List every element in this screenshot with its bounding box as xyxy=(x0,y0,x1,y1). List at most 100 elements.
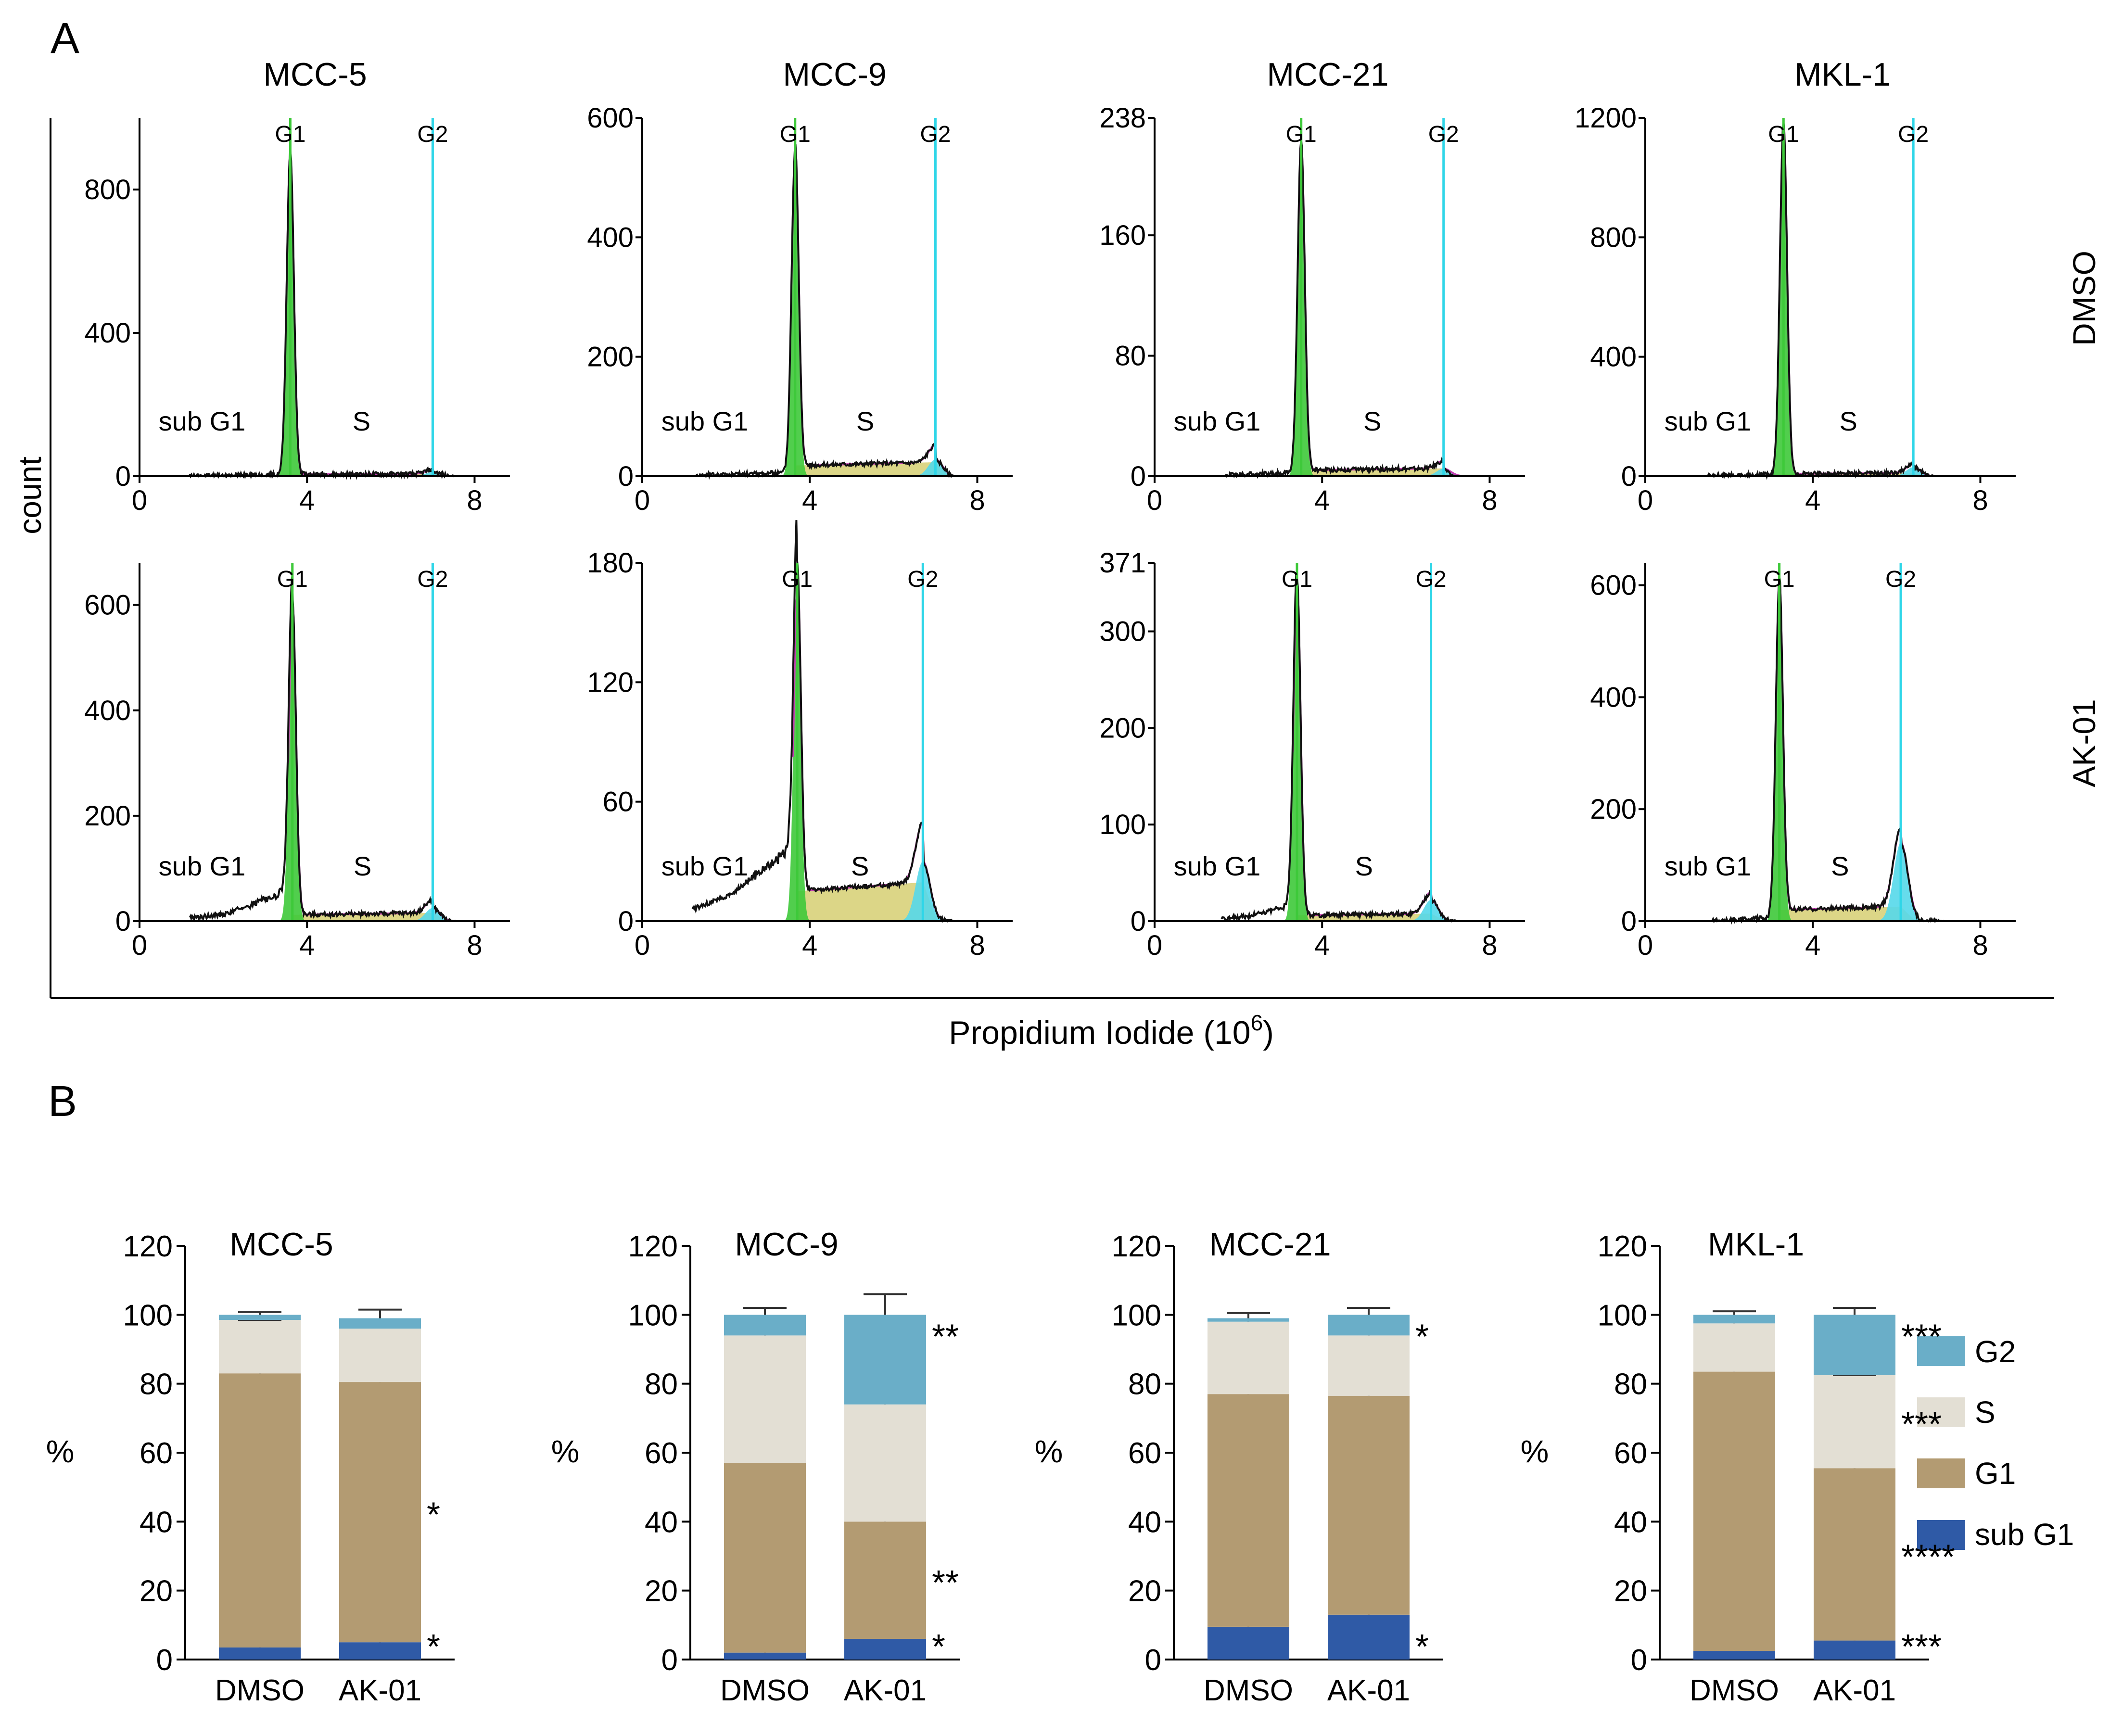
x-tick-label-mcc-21-ak-01-1: 4 xyxy=(1314,930,1330,961)
bar-segment-mcc-21-dmso-sub-g1 xyxy=(1208,1626,1289,1660)
s-region-label-mcc-21-ak-01: S xyxy=(1355,851,1373,881)
y-tick-label-mkl-1-dmso-1: 400 xyxy=(1590,342,1637,373)
s-region-label-mcc-5-dmso: S xyxy=(353,406,370,436)
significance-mcc-5-g1: * xyxy=(427,1496,440,1534)
bar-chart-title-mcc-21: MCC-21 xyxy=(1209,1226,1331,1263)
category-label-mcc-21-dmso: DMSO xyxy=(1204,1674,1293,1707)
g1-peak-label-mcc-9-dmso: G1 xyxy=(780,122,811,147)
g2-peak-label-mcc-5-dmso: G2 xyxy=(417,122,448,147)
x-tick-label-mcc-9-dmso-1: 4 xyxy=(802,485,817,516)
y-tick-label-mcc-21-dmso-0: 0 xyxy=(1131,461,1146,492)
legend-label-g1: G1 xyxy=(1975,1456,2016,1491)
bar-segment-mcc-21-dmso-s xyxy=(1208,1321,1289,1394)
y-tick-label-b-mkl-1-2: 40 xyxy=(1614,1506,1647,1539)
histogram-mcc-5-ak-01: G1 G2 sub G1 S 0 200 400 600 0 4 8 xyxy=(84,563,510,961)
y-tick-label-b-mcc-21-0: 0 xyxy=(1145,1644,1161,1677)
x-tick-label-mcc-21-dmso-1: 4 xyxy=(1314,485,1330,516)
x-tick-label-mcc-5-dmso-2: 8 xyxy=(467,485,482,516)
bar-segment-mcc-5-ak-01-s xyxy=(339,1329,421,1382)
histogram-mcc-21-ak-01: G1 G2 sub G1 S 0 100 200 300 371 0 4 8 xyxy=(1099,547,1525,961)
x-tick-label-mcc-21-ak-01-0: 0 xyxy=(1147,930,1162,961)
y-tick-label-mcc-5-dmso-0: 0 xyxy=(115,461,131,492)
histogram-mkl-1-dmso: G1 G2 sub G1 S 0 400 800 1200 0 4 8 xyxy=(1575,102,2016,516)
y-tick-label-b-mcc-5-2: 40 xyxy=(140,1506,173,1539)
y-tick-label-mcc-9-dmso-2: 400 xyxy=(587,222,634,253)
y-tick-label-mcc-5-ak-01-2: 400 xyxy=(84,695,131,726)
y-tick-label-b-mkl-1-1: 20 xyxy=(1614,1575,1647,1608)
propidium-iodide-label: Propidium Iodide (106) xyxy=(949,1010,1274,1051)
x-tick-label-mcc-5-ak-01-0: 0 xyxy=(132,930,147,961)
legend-swatch-g2 xyxy=(1917,1336,1965,1366)
y-tick-label-b-mkl-1-6: 120 xyxy=(1598,1230,1647,1263)
y-tick-label-mkl-1-ak-01-1: 200 xyxy=(1590,794,1637,825)
x-tick-label-mcc-9-ak-01-1: 4 xyxy=(802,930,817,961)
s-region-label-mcc-5-ak-01: S xyxy=(354,851,371,881)
y-tick-label-b-mcc-9-1: 20 xyxy=(645,1575,678,1608)
g1-peak-label-mcc-9-ak-01: G1 xyxy=(782,567,813,592)
column-title-mkl1: MKL-1 xyxy=(1794,56,1891,93)
bar-segment-mcc-9-dmso-g1 xyxy=(724,1463,806,1653)
histogram-trace-mcc-21-ak-01 xyxy=(1220,573,1461,923)
count-axis-label: count xyxy=(12,456,48,534)
bar-segment-mcc-21-ak-01-g2 xyxy=(1328,1315,1410,1336)
histogram-mcc-5-dmso: G1 G2 sub G1 S 0 400 800 0 4 8 xyxy=(84,118,510,516)
y-tick-label-mcc-5-dmso-1: 400 xyxy=(84,317,131,349)
x-tick-label-mcc-9-ak-01-0: 0 xyxy=(635,930,650,961)
y-tick-label-mcc-9-ak-01-0: 0 xyxy=(618,906,634,937)
bar-segment-mcc-21-ak-01-s xyxy=(1328,1335,1410,1396)
subg1-region-label-mcc-5-dmso: sub G1 xyxy=(159,406,246,436)
y-tick-label-mcc-21-ak-01-3: 300 xyxy=(1099,616,1146,647)
g1-peak-label-mcc-5-dmso: G1 xyxy=(275,122,305,147)
bar-chart-title-mcc-9: MCC-9 xyxy=(735,1226,838,1263)
s-region-label-mcc-9-dmso: S xyxy=(856,406,874,436)
g2-peak-label-mkl-1-dmso: G2 xyxy=(1898,122,1929,147)
y-tick-label-mcc-21-dmso-3: 238 xyxy=(1099,102,1146,134)
bar-segment-mcc-21-ak-01-sub-g1 xyxy=(1328,1614,1410,1660)
y-tick-label-mcc-21-ak-01-0: 0 xyxy=(1131,906,1146,937)
legend-label-subg1: sub G1 xyxy=(1975,1517,2074,1552)
column-title-mcc9: MCC-9 xyxy=(783,56,886,93)
histogram-mcc-9-dmso: G1 G2 sub G1 S 0 200 400 600 0 4 8 xyxy=(587,102,1013,516)
legend-label-g2: G2 xyxy=(1975,1334,2016,1369)
bar-segment-mcc-9-ak-01-g2 xyxy=(844,1315,926,1405)
significance-mcc-21-sub-g1: * xyxy=(1415,1628,1429,1666)
bar-segment-mcc-9-dmso-sub-g1 xyxy=(724,1652,806,1660)
y-tick-label-mcc-9-ak-01-3: 180 xyxy=(587,547,634,579)
g1-peak-label-mkl-1-dmso: G1 xyxy=(1768,122,1799,147)
y-tick-label-mkl-1-dmso-2: 800 xyxy=(1590,222,1637,253)
category-label-mcc-5-dmso: DMSO xyxy=(215,1674,305,1707)
y-tick-label-b-mcc-9-3: 60 xyxy=(645,1437,678,1470)
significance-mkl-1-s: *** xyxy=(1901,1406,1942,1444)
y-tick-label-b-mkl-1-5: 100 xyxy=(1598,1299,1647,1332)
bar-segment-mcc-21-ak-01-g1 xyxy=(1328,1395,1410,1615)
percent-label-mkl-1: % xyxy=(1521,1433,1549,1469)
x-tick-label-mcc-5-dmso-1: 4 xyxy=(299,485,315,516)
subg1-region-label-mcc-5-ak-01: sub G1 xyxy=(159,851,246,881)
bar-segment-mkl-1-ak-01-g2 xyxy=(1814,1315,1895,1375)
significance-mkl-1-g1: **** xyxy=(1901,1538,1955,1576)
y-tick-label-b-mcc-21-3: 60 xyxy=(1128,1437,1161,1470)
x-tick-label-mkl-1-ak-01-1: 4 xyxy=(1805,930,1820,961)
y-tick-label-mkl-1-dmso-0: 0 xyxy=(1621,461,1637,492)
bar-segment-mcc-5-ak-01-g2 xyxy=(339,1318,421,1329)
histogram-trace-mcc-21-dmso xyxy=(1225,139,1456,479)
bar-segment-mkl-1-dmso-g2 xyxy=(1693,1315,1775,1324)
y-tick-label-b-mcc-21-5: 100 xyxy=(1112,1299,1161,1332)
bar-segment-mcc-9-dmso-g2 xyxy=(724,1315,806,1336)
significance-mcc-9-g1: ** xyxy=(932,1564,959,1602)
bar-segment-mkl-1-dmso-g1 xyxy=(1693,1371,1775,1651)
y-tick-label-b-mcc-5-6: 120 xyxy=(123,1230,173,1263)
y-tick-label-mcc-9-ak-01-2: 120 xyxy=(587,667,634,698)
category-label-mkl-1-dmso: DMSO xyxy=(1690,1674,1779,1707)
histogram-trace-mcc-5-ak-01 xyxy=(189,577,458,923)
y-tick-label-mcc-9-dmso-0: 0 xyxy=(618,461,634,492)
stacked-bar-charts: 020406080100120%MCC-5DMSO**AK-0102040608… xyxy=(46,1226,1955,1707)
histogram-mkl-1-ak-01: G1 G2 sub G1 S 0 200 400 600 0 4 8 xyxy=(1590,563,2016,961)
subg1-region-label-mcc-21-dmso: sub G1 xyxy=(1174,406,1261,436)
bar-segment-mcc-9-ak-01-s xyxy=(844,1404,926,1522)
column-title-mcc5: MCC-5 xyxy=(263,56,367,93)
y-tick-label-b-mcc-5-5: 100 xyxy=(123,1299,173,1332)
